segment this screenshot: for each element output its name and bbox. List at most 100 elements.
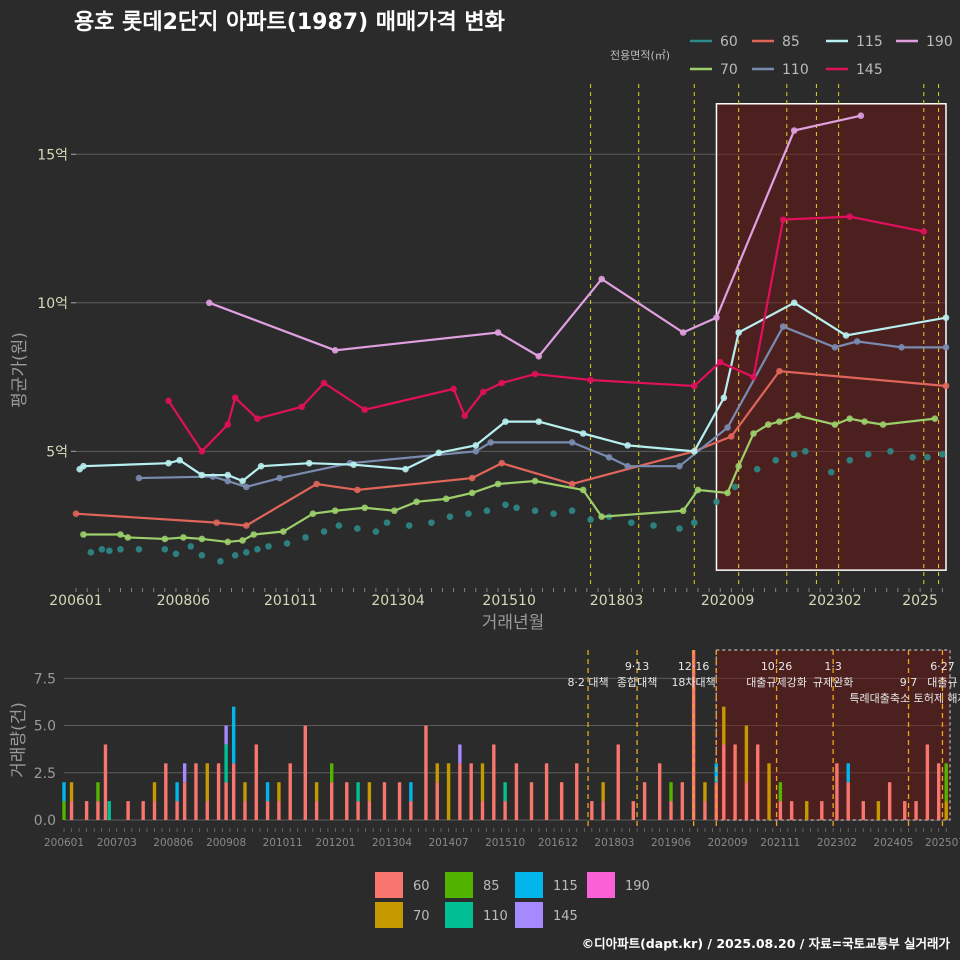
data-point-60	[628, 519, 635, 526]
volume-bar-60	[182, 782, 187, 820]
volume-y-tick-label: 7.5	[34, 671, 56, 687]
volume-x-tick-label: 200601	[44, 837, 84, 849]
volume-bar-70	[767, 763, 771, 820]
volume-y-tick-label: 5.0	[34, 719, 56, 735]
data-point-145	[254, 415, 261, 422]
data-point-60	[187, 543, 195, 550]
data-point-190	[713, 314, 720, 321]
volume-x-tick-label: 201906	[651, 837, 691, 849]
volume-y-tick-label: 2.5	[34, 766, 56, 782]
data-point-60	[354, 525, 361, 532]
data-point-70	[309, 510, 317, 518]
volume-bar-70	[480, 763, 485, 802]
data-point-115	[720, 394, 728, 402]
volume-legend: 60 70 85 110 115 145 190	[375, 872, 650, 928]
data-point-60	[106, 547, 113, 555]
data-point-60	[383, 519, 391, 526]
data-point-60	[161, 546, 169, 553]
data-point-110	[605, 453, 613, 461]
data-point-145	[165, 397, 172, 405]
price-x-axis-label: 거래년월	[482, 613, 545, 633]
price-x-tick-label: 2025	[902, 593, 938, 609]
data-point-60	[265, 543, 272, 550]
data-point-115	[165, 459, 172, 467]
data-point-115	[80, 462, 87, 470]
volume-bar-60	[680, 782, 685, 820]
volume-bar-60	[480, 801, 485, 820]
data-point-85	[498, 459, 506, 467]
volume-x-tick-label: 202009	[708, 837, 748, 849]
volume-bar-70	[876, 801, 881, 820]
data-point-60	[713, 498, 720, 506]
price-x-tick-label: 201510	[482, 593, 535, 609]
data-point-70	[724, 489, 731, 497]
data-point-70	[280, 528, 287, 535]
volume-bar-60	[194, 763, 198, 820]
volume-bar-85	[96, 782, 100, 802]
volume-bar-60	[887, 782, 892, 820]
volume-bar-60	[846, 782, 850, 820]
data-point-70	[861, 418, 868, 425]
data-point-85	[942, 382, 950, 390]
volume-bar-60	[303, 725, 307, 820]
volume-bar-60	[575, 763, 579, 820]
volume-bar-60	[435, 782, 439, 820]
data-point-115	[305, 459, 313, 467]
volume-bar-60	[345, 782, 349, 820]
series-line-70	[83, 414, 936, 544]
chart-title: 용호 롯데2단지 아파트(1987) 매매가격 변화	[74, 10, 505, 35]
volume-bar-70	[446, 763, 451, 820]
volume-x-tick-label: 202507	[925, 837, 960, 849]
volume-legend-swatch-190	[587, 872, 615, 898]
volume-bar-60	[288, 763, 292, 820]
price-highlight-box	[715, 103, 947, 571]
data-point-190	[535, 352, 543, 360]
data-point-145	[779, 216, 787, 223]
policy-annotation: 12·16	[678, 660, 710, 673]
data-point-85	[354, 486, 361, 494]
volume-plot: 0.0 2.5 5.0 7.5 8·2 대책 9·13 종합대책 12·16 18차대책 10·2…	[34, 649, 960, 849]
data-point-60	[938, 450, 946, 458]
volume-legend-label-60: 60	[413, 879, 430, 894]
volume-bar-145	[458, 744, 462, 764]
data-point-70	[117, 531, 124, 538]
data-point-60	[135, 546, 143, 553]
volume-bar-70	[944, 801, 948, 820]
volume-bar-60	[152, 801, 157, 820]
volume-bar-60	[424, 725, 428, 820]
data-point-110	[568, 439, 576, 446]
volume-bar-70	[367, 782, 372, 802]
data-point-115	[350, 461, 357, 468]
data-point-70	[831, 421, 839, 428]
data-point-60	[254, 546, 261, 553]
data-point-60	[335, 522, 343, 529]
price-y-tick-label: 5억	[46, 444, 68, 460]
volume-legend-label-115: 115	[553, 879, 578, 894]
volume-bar-85	[778, 782, 783, 802]
data-point-60	[428, 519, 435, 526]
data-point-70	[250, 531, 258, 538]
volume-bar-60	[409, 801, 413, 820]
volume-bar-60	[265, 801, 270, 820]
data-point-60	[446, 513, 454, 520]
volume-legend-label-110: 110	[483, 909, 508, 924]
data-point-115	[790, 299, 798, 307]
data-point-60	[405, 522, 413, 529]
data-point-70	[846, 415, 854, 422]
volume-y-tick-label: 0.0	[34, 813, 56, 829]
volume-x-tick-label: 200908	[206, 837, 246, 849]
volume-bar-60	[744, 782, 749, 820]
policy-annotation: 10·26	[761, 660, 793, 673]
data-point-70	[239, 537, 246, 544]
data-point-110	[242, 483, 250, 491]
data-point-110	[676, 462, 683, 470]
volume-bar-60	[329, 782, 334, 820]
data-point-60	[172, 550, 180, 558]
volume-bar-60	[458, 763, 462, 820]
data-point-145	[231, 394, 239, 402]
volume-x-tick-label: 201304	[372, 837, 412, 849]
data-point-145	[198, 448, 206, 455]
data-point-145	[920, 228, 928, 235]
data-point-60	[231, 551, 239, 559]
